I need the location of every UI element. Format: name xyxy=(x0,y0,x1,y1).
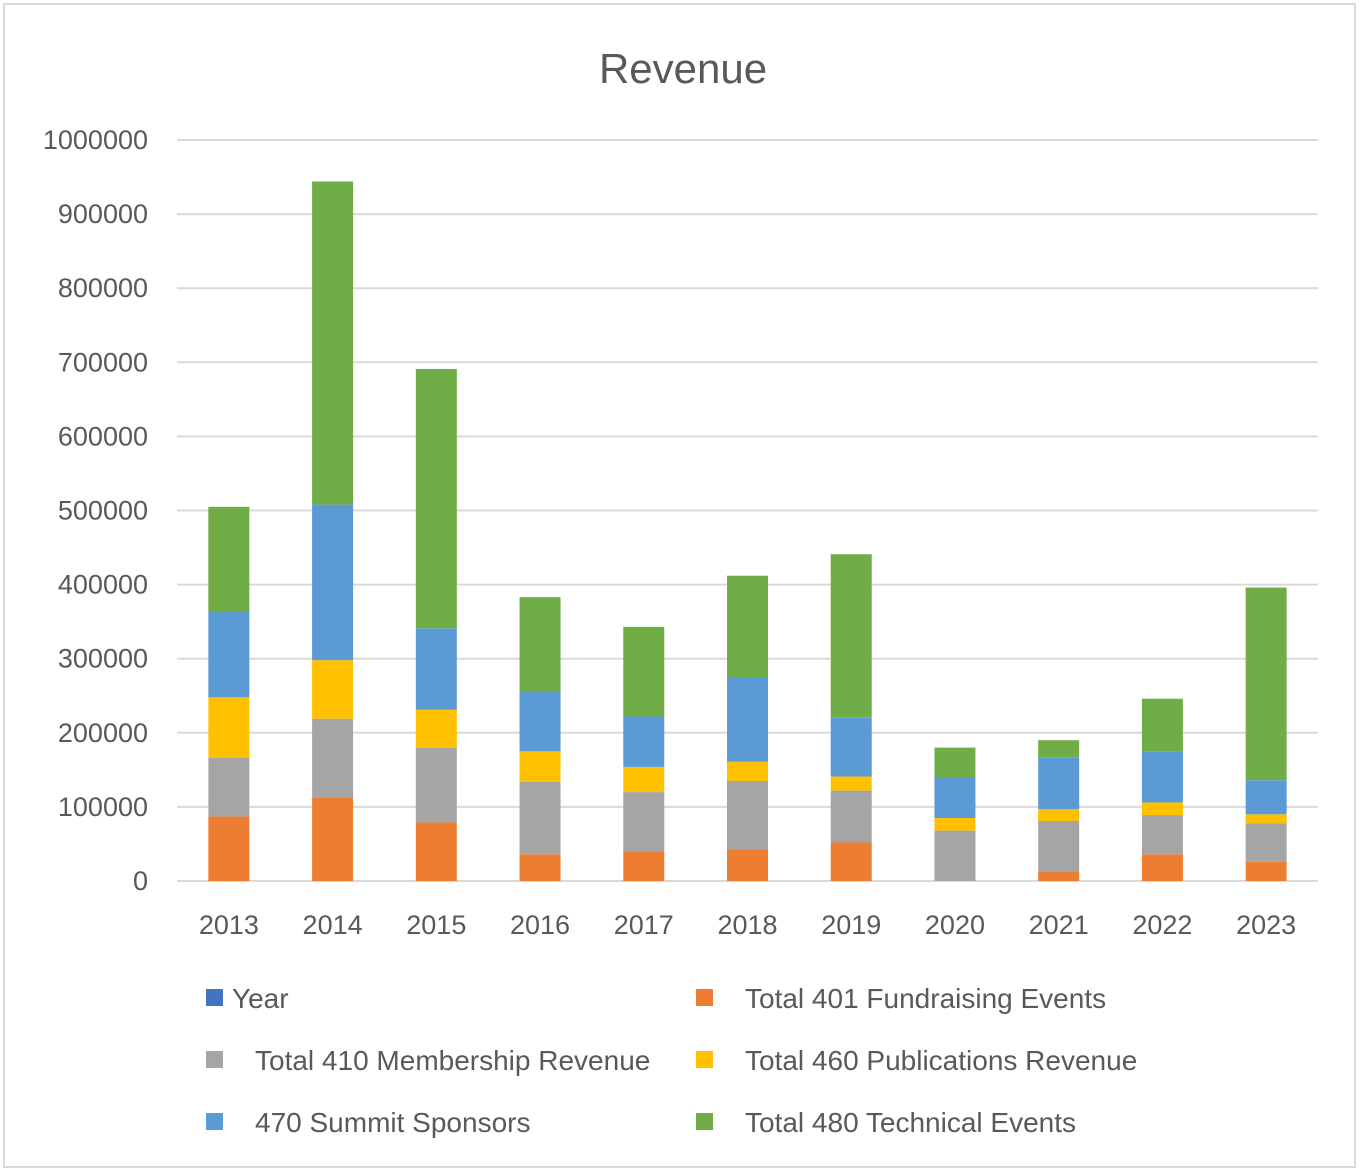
legend-item: 470 Summit Sponsors xyxy=(206,1107,530,1138)
bar-segment xyxy=(415,822,457,881)
bar-segment xyxy=(623,766,665,793)
bar-segment xyxy=(1245,780,1287,815)
bar-segment xyxy=(623,716,665,767)
bar-segment xyxy=(1245,823,1287,862)
bar-segment xyxy=(519,597,561,693)
chart-frame: Revenue 0 100000 200000 300000 400000 500000 6… xyxy=(3,3,1356,1168)
x-tick-label: 2017 xyxy=(614,910,674,940)
x-tick-label: 2023 xyxy=(1236,910,1296,940)
legend-label: Total 480 Technical Events xyxy=(745,1107,1076,1138)
bar-segment xyxy=(1038,820,1080,872)
bar-segment xyxy=(519,751,561,782)
x-tick-label: 2021 xyxy=(1029,910,1089,940)
bar-segment xyxy=(727,677,768,762)
x-tick-label: 2019 xyxy=(821,910,881,940)
bar-segment xyxy=(623,626,665,717)
y-tick-label: 1000000 xyxy=(43,125,148,155)
legend-item: Total 460 Publications Revenue xyxy=(696,1045,1137,1076)
legend-label: Total 410 Membership Revenue xyxy=(255,1045,650,1076)
legend-swatch xyxy=(696,1113,713,1130)
bar-segment xyxy=(208,612,250,698)
y-tick-label: 0 xyxy=(133,866,148,896)
x-tick-label: 2016 xyxy=(510,910,570,940)
bar-segment xyxy=(727,575,768,678)
legend-label: Year xyxy=(232,983,289,1014)
bar-segment xyxy=(623,792,665,852)
bar-segment xyxy=(830,554,872,718)
bar-segment xyxy=(1141,751,1183,803)
bar-segment xyxy=(208,816,250,881)
x-tick-label: 2013 xyxy=(199,910,259,940)
bar-segment xyxy=(727,849,768,881)
legend-swatch xyxy=(206,1051,223,1068)
bar-segment xyxy=(623,851,665,881)
legend-swatch xyxy=(696,1051,713,1068)
bar-segment xyxy=(1038,740,1080,758)
legend-label: Total 401 Fundraising Events xyxy=(745,983,1106,1014)
bar-segment xyxy=(727,761,768,781)
bar-segment xyxy=(1245,587,1287,781)
x-tick-label: 2014 xyxy=(303,910,363,940)
bar-segment xyxy=(1038,809,1080,821)
bar-segment xyxy=(1141,698,1183,752)
bar-segment xyxy=(1141,854,1183,881)
bar-segment xyxy=(208,757,250,817)
legend-item: Total 410 Membership Revenue xyxy=(206,1045,650,1076)
bar-segment xyxy=(312,660,354,719)
y-tick-label: 500000 xyxy=(58,496,148,526)
bar-segment xyxy=(519,781,561,855)
x-tick-label: 2018 xyxy=(717,910,777,940)
bar-segment xyxy=(312,504,354,661)
legend-item: Total 401 Fundraising Events xyxy=(696,983,1106,1014)
bar-segment xyxy=(1141,802,1183,816)
legend-swatch xyxy=(206,1113,223,1130)
y-tick-label: 200000 xyxy=(58,718,148,748)
legend-item: Year xyxy=(206,983,289,1014)
chart-title: Revenue xyxy=(599,45,767,92)
bar-segment xyxy=(934,747,976,779)
bar-segment xyxy=(312,718,354,798)
bar-segment xyxy=(415,628,457,710)
bar-segment xyxy=(312,797,354,881)
bar-segment xyxy=(519,692,561,752)
legend-label: 470 Summit Sponsors xyxy=(255,1107,530,1138)
x-tick-label: 2020 xyxy=(925,910,985,940)
x-tick-label: 2015 xyxy=(406,910,466,940)
bar-segment xyxy=(727,780,768,850)
bar-segment xyxy=(830,842,872,881)
bar-segment xyxy=(1038,757,1080,810)
y-tick-label: 900000 xyxy=(58,199,148,229)
bar-segment xyxy=(934,778,976,819)
bar-segment xyxy=(415,368,457,629)
bar-segment xyxy=(934,818,976,831)
bar-segment xyxy=(1038,871,1080,881)
bar-segment xyxy=(1245,861,1287,881)
bar-segment xyxy=(830,717,872,777)
bar-segment xyxy=(1141,815,1183,855)
legend-label: Total 460 Publications Revenue xyxy=(745,1045,1137,1076)
bar-segment xyxy=(830,776,872,791)
legend-item: Total 480 Technical Events xyxy=(696,1107,1076,1138)
legend-swatch xyxy=(696,989,713,1006)
y-tick-label: 100000 xyxy=(58,792,148,822)
bar-segment xyxy=(1245,814,1287,824)
revenue-chart: Revenue 0 100000 200000 300000 400000 500000 6… xyxy=(43,45,1318,1138)
bar-segment xyxy=(519,854,561,881)
bar-segment xyxy=(312,181,354,505)
bar-segment xyxy=(934,830,976,881)
y-tick-label: 800000 xyxy=(58,273,148,303)
legend-swatch xyxy=(206,989,223,1006)
y-tick-label: 700000 xyxy=(58,347,148,377)
x-tick-label: 2022 xyxy=(1132,910,1192,940)
bar-segment xyxy=(830,790,872,843)
bar-segment xyxy=(208,697,250,758)
bar-segment xyxy=(208,506,250,613)
bar-segment xyxy=(415,709,457,748)
y-tick-label: 600000 xyxy=(58,421,148,451)
bar-segment xyxy=(415,747,457,823)
y-tick-label: 300000 xyxy=(58,644,148,674)
y-tick-label: 400000 xyxy=(58,570,148,600)
